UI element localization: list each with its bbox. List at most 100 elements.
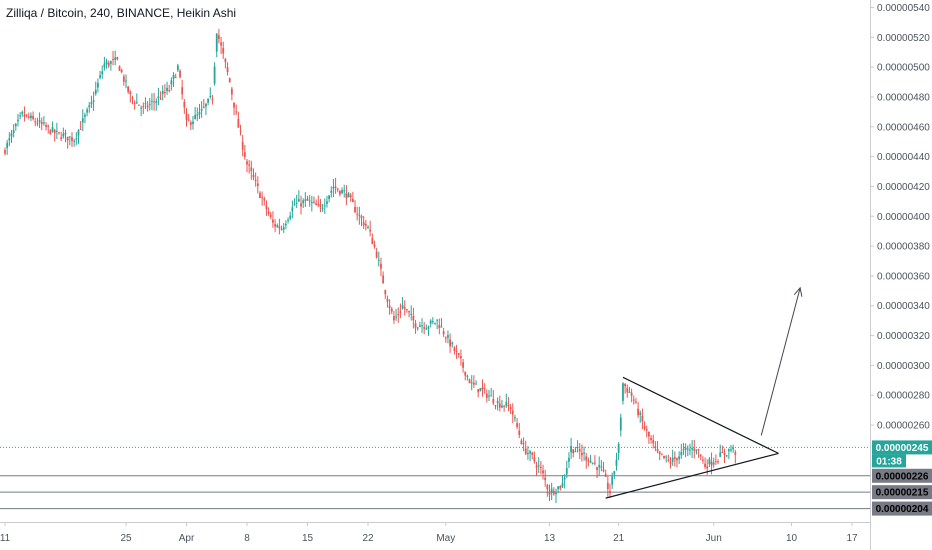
candle-body: [542, 470, 544, 474]
candle-body: [45, 125, 47, 127]
triangle-upper-trendline[interactable]: [622, 376, 779, 454]
candle-body: [215, 33, 218, 52]
price-tick-label: 0.00000500: [877, 63, 930, 74]
candle-body: [414, 323, 417, 328]
candle-body: [269, 214, 272, 217]
candle-body: [371, 237, 374, 245]
candle-body: [559, 486, 562, 489]
candle-body: [151, 100, 153, 102]
candle-body: [172, 74, 175, 79]
candle-body: [148, 103, 151, 105]
chart-title: Zilliqa / Bitcoin, 240, BINANCE, Heikin …: [6, 6, 237, 20]
candle-body: [667, 459, 670, 461]
candle-body: [606, 482, 609, 489]
candle-body: [721, 452, 724, 454]
candle-body: [326, 201, 328, 204]
candle-body: [615, 459, 618, 466]
candle-body: [498, 403, 501, 408]
candle-body: [302, 200, 305, 204]
price-tick-label: 0.00000420: [877, 182, 930, 193]
candle-body: [390, 308, 393, 312]
candle-body: [386, 298, 389, 302]
candle-body: [570, 445, 573, 453]
candle-body: [643, 425, 646, 429]
candle-body: [509, 407, 512, 410]
candle-body: [84, 114, 86, 117]
price-tick-label: 0.00000260: [877, 421, 930, 432]
candle-body: [397, 314, 400, 316]
candle-body: [101, 71, 104, 75]
candle-body: [425, 328, 428, 330]
candle-body: [708, 458, 711, 464]
candle-body: [423, 327, 426, 329]
candle-body: [684, 447, 687, 450]
candle-body: [71, 137, 73, 141]
candle-body: [4, 150, 6, 154]
candle-body: [360, 215, 363, 219]
candle-body: [691, 448, 694, 450]
candle-body: [665, 456, 668, 458]
candle-body: [51, 127, 54, 132]
candle-body: [347, 193, 350, 198]
candle-body: [198, 112, 201, 115]
candle-body: [632, 399, 635, 401]
candle-body: [548, 492, 551, 495]
candle-body: [401, 305, 404, 309]
candle-body: [6, 142, 9, 149]
candle-body: [23, 114, 26, 117]
candle-body: [34, 121, 37, 123]
candle-body: [163, 91, 166, 93]
candle-body: [388, 305, 391, 309]
candle-body: [364, 223, 367, 226]
candle-body: [635, 401, 637, 403]
candle-body: [647, 431, 650, 437]
candle-body: [680, 451, 683, 456]
candle-body: [315, 203, 318, 206]
candle-body: [280, 229, 283, 231]
candle-body: [313, 201, 315, 203]
candle-body: [468, 379, 471, 384]
breakout-arrow-head: [793, 286, 803, 297]
candle-body: [293, 204, 296, 206]
candle-body: [652, 440, 655, 444]
candle-body: [185, 113, 188, 120]
candle-body: [330, 190, 333, 193]
candle-body: [291, 207, 294, 212]
candle-body: [393, 316, 395, 321]
candle-body: [27, 116, 30, 118]
candle-body: [140, 107, 143, 109]
candle-body: [75, 138, 78, 140]
candle-body: [205, 103, 207, 107]
candle-body: [405, 309, 408, 311]
candle-body: [382, 275, 385, 284]
candle-body: [267, 211, 270, 214]
price-tick-label: 0.00000340: [877, 301, 930, 312]
candle-body: [609, 490, 611, 494]
candle-body: [60, 137, 63, 140]
candle-body: [727, 449, 730, 452]
candle-body: [241, 141, 244, 150]
candle-body: [710, 461, 713, 466]
time-tick-label: Jun: [706, 533, 722, 544]
candle-body: [645, 429, 648, 431]
candle-body: [68, 136, 71, 138]
candle-body: [591, 462, 594, 464]
triangle-lower-trendline[interactable]: [605, 452, 779, 499]
candle-body: [114, 57, 117, 60]
support-price-tag: [872, 468, 932, 483]
candle-body: [73, 140, 76, 142]
candle-body: [693, 448, 696, 451]
candle-body: [261, 197, 264, 199]
candle-body: [339, 191, 341, 195]
candle-body: [533, 457, 536, 462]
breakout-arrow[interactable]: [760, 287, 801, 436]
candle-body: [109, 61, 112, 64]
candle-body: [367, 226, 369, 228]
candle-body: [230, 88, 233, 95]
candle-body: [686, 448, 689, 450]
candle-body: [218, 35, 220, 39]
candle-body: [552, 490, 555, 495]
candle-body: [310, 202, 313, 204]
candle-body: [682, 449, 685, 451]
